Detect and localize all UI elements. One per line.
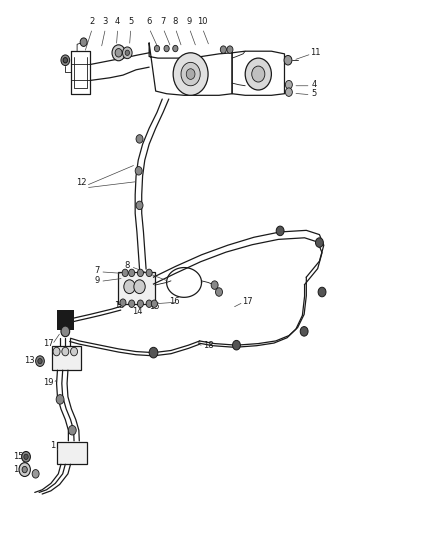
Text: 6: 6 xyxy=(146,18,152,27)
Text: 3: 3 xyxy=(103,18,108,27)
Circle shape xyxy=(138,269,144,277)
Text: 4: 4 xyxy=(311,80,317,89)
Circle shape xyxy=(124,280,135,294)
Text: 17: 17 xyxy=(242,296,253,305)
Circle shape xyxy=(220,46,226,53)
Circle shape xyxy=(68,425,76,435)
Text: 17: 17 xyxy=(43,338,54,348)
Circle shape xyxy=(227,46,233,53)
Bar xyxy=(118,272,155,304)
Circle shape xyxy=(276,226,284,236)
Circle shape xyxy=(286,88,292,96)
Circle shape xyxy=(62,348,69,356)
Circle shape xyxy=(120,299,126,306)
Circle shape xyxy=(173,45,178,52)
Circle shape xyxy=(115,49,122,57)
Circle shape xyxy=(318,287,326,297)
Circle shape xyxy=(136,135,143,143)
Circle shape xyxy=(71,348,78,356)
Circle shape xyxy=(146,300,152,308)
Text: 5: 5 xyxy=(128,18,134,27)
Circle shape xyxy=(233,341,240,350)
Circle shape xyxy=(21,451,30,462)
Text: 16: 16 xyxy=(13,465,24,474)
Circle shape xyxy=(138,300,144,308)
Text: 10: 10 xyxy=(197,18,208,27)
Circle shape xyxy=(149,348,158,358)
Text: 14: 14 xyxy=(132,306,142,316)
Circle shape xyxy=(252,66,265,82)
Circle shape xyxy=(53,348,60,356)
Circle shape xyxy=(80,38,87,46)
Circle shape xyxy=(135,166,142,175)
Circle shape xyxy=(22,466,27,473)
Circle shape xyxy=(286,80,292,89)
Circle shape xyxy=(164,45,169,52)
Circle shape xyxy=(63,58,67,63)
Text: 13: 13 xyxy=(114,301,125,310)
Circle shape xyxy=(123,47,132,59)
Text: 9: 9 xyxy=(94,276,99,285)
Circle shape xyxy=(300,327,308,336)
Text: 11: 11 xyxy=(310,49,320,57)
Bar xyxy=(57,442,87,464)
Circle shape xyxy=(146,269,152,277)
Circle shape xyxy=(181,62,200,86)
Circle shape xyxy=(284,55,292,65)
Circle shape xyxy=(173,53,208,95)
Circle shape xyxy=(134,280,145,294)
Text: 15: 15 xyxy=(13,453,23,462)
Bar xyxy=(52,346,81,370)
Circle shape xyxy=(61,326,70,337)
Text: 15: 15 xyxy=(149,302,159,311)
Text: 9: 9 xyxy=(187,18,192,27)
Text: 4: 4 xyxy=(115,18,120,27)
Circle shape xyxy=(32,470,39,478)
Text: 7: 7 xyxy=(160,18,166,27)
Text: 12: 12 xyxy=(76,178,87,187)
Circle shape xyxy=(61,55,70,66)
Text: 5: 5 xyxy=(311,89,317,98)
Text: 16: 16 xyxy=(169,296,180,305)
Circle shape xyxy=(112,45,125,61)
Text: 2: 2 xyxy=(90,18,95,27)
Circle shape xyxy=(129,269,135,277)
Circle shape xyxy=(19,463,30,477)
Circle shape xyxy=(215,288,223,296)
Circle shape xyxy=(38,359,42,364)
Circle shape xyxy=(122,269,128,277)
Circle shape xyxy=(151,300,157,308)
Circle shape xyxy=(136,201,143,209)
Text: 8: 8 xyxy=(173,18,178,27)
Text: 8: 8 xyxy=(125,261,130,270)
Text: 18: 18 xyxy=(203,341,213,350)
Circle shape xyxy=(125,50,130,55)
Text: 13: 13 xyxy=(24,356,35,365)
Text: 7: 7 xyxy=(94,266,99,275)
Circle shape xyxy=(56,394,64,404)
Text: 19: 19 xyxy=(43,378,54,387)
Circle shape xyxy=(24,454,28,459)
Circle shape xyxy=(211,281,218,289)
Text: 1: 1 xyxy=(50,441,56,450)
Circle shape xyxy=(186,69,195,79)
Circle shape xyxy=(129,300,135,308)
Circle shape xyxy=(154,45,159,52)
Circle shape xyxy=(35,356,44,367)
Circle shape xyxy=(315,238,323,247)
Circle shape xyxy=(245,58,272,90)
